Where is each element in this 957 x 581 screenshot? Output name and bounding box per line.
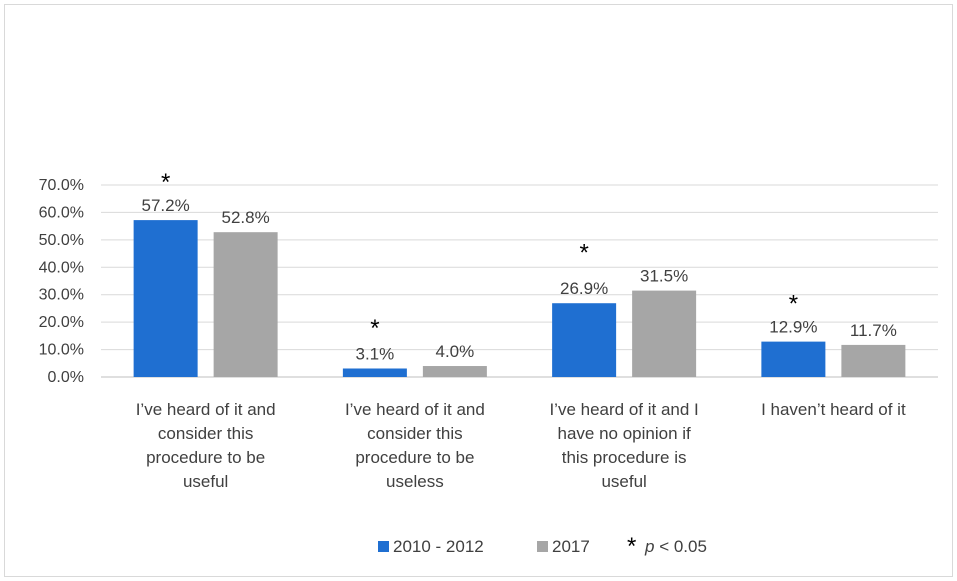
- legend-label-2017: 2017: [552, 537, 590, 556]
- data-label: 57.2%: [142, 196, 190, 215]
- y-tick-label: 0.0%: [48, 369, 84, 386]
- legend-label-2010-2012: 2010 - 2012: [393, 537, 484, 556]
- bar-2010-2012-1: [342, 368, 407, 377]
- category-label-line: I haven’t heard of it: [761, 400, 906, 419]
- legend-swatch-2017: [537, 541, 548, 552]
- bar-2010-2012-2: [552, 303, 617, 377]
- bar-chart: 0.0%10.0%20.0%30.0%40.0%50.0%60.0%70.0% …: [39, 169, 938, 560]
- category-label-line: useful: [601, 472, 646, 491]
- bar-2017-3: [841, 344, 906, 377]
- legend: 2010 - 2012 2017 * p < 0.05: [378, 533, 707, 560]
- bar-2010-2012-0: [133, 220, 198, 377]
- bar-2010-2012-3: [761, 341, 826, 377]
- data-labels: 57.2% 52.8% 3.1% 4.0% 26.9% 31.5% 12.9% 11.7%: [142, 196, 897, 363]
- chart-frame: 0.0% 10.0% 20.0% 30.0% 40.0% 50.0% 60.0% 70.0% …: [4, 4, 953, 577]
- y-axis-ticks: 0.0% 10.0% 20.0% 30.0% 40.0% 50.0% 60.0% 70.0%: [39, 177, 84, 386]
- y-tick-label: 40.0%: [39, 259, 84, 276]
- category-label-line: useless: [386, 472, 444, 491]
- significance-marker: *: [161, 169, 170, 196]
- category-label-line: this procedure is: [562, 448, 687, 467]
- bar-2017-2: [632, 290, 697, 377]
- category-label-line: procedure to be: [146, 448, 265, 467]
- y-tick-label: 10.0%: [39, 342, 84, 359]
- category-label-line: I’ve heard of it and: [345, 400, 485, 419]
- category-labels: I’ve heard of it and consider this procedu…: [136, 400, 906, 491]
- category-label-line: have no opinion if: [557, 424, 691, 443]
- y-tick-label: 60.0%: [39, 204, 84, 221]
- y-tick-label: 70.0%: [39, 177, 84, 194]
- data-label: 12.9%: [769, 318, 817, 337]
- significance-markers: * * * *: [161, 169, 798, 342]
- category-label: I’ve heard of it and consider this procedu…: [136, 400, 276, 491]
- legend-significance-text: p < 0.05: [644, 537, 707, 556]
- significance-marker: *: [579, 240, 588, 267]
- category-label: I haven’t heard of it: [761, 400, 906, 419]
- y-tick-label: 50.0%: [39, 232, 84, 249]
- y-tick-label: 20.0%: [39, 314, 84, 331]
- legend-p-variable: p: [644, 537, 654, 556]
- bar-2017-0: [213, 232, 278, 377]
- significance-marker: *: [789, 291, 798, 318]
- data-label: 3.1%: [356, 344, 395, 363]
- data-label: 31.5%: [640, 267, 688, 286]
- data-label: 4.0%: [436, 342, 475, 361]
- significance-marker: *: [370, 315, 379, 342]
- category-label-line: consider this: [158, 424, 253, 443]
- category-label-line: procedure to be: [355, 448, 474, 467]
- category-label-line: I’ve heard of it and I: [549, 400, 698, 419]
- data-label: 52.8%: [222, 208, 270, 227]
- category-label: I’ve heard of it and I have no opinion if…: [549, 400, 698, 491]
- category-label: I’ve heard of it and consider this procedu…: [345, 400, 485, 491]
- legend-swatch-2010-2012: [378, 541, 389, 552]
- data-label: 11.7%: [850, 321, 897, 340]
- data-label: 26.9%: [560, 279, 608, 298]
- bar-2017-1: [422, 366, 487, 377]
- category-label-line: useful: [183, 472, 228, 491]
- legend-significance-marker: *: [627, 533, 636, 560]
- category-label-line: I’ve heard of it and: [136, 400, 276, 419]
- bars: [133, 220, 906, 377]
- category-label-line: consider this: [367, 424, 462, 443]
- y-tick-label: 30.0%: [39, 287, 84, 304]
- legend-threshold: < 0.05: [654, 537, 706, 556]
